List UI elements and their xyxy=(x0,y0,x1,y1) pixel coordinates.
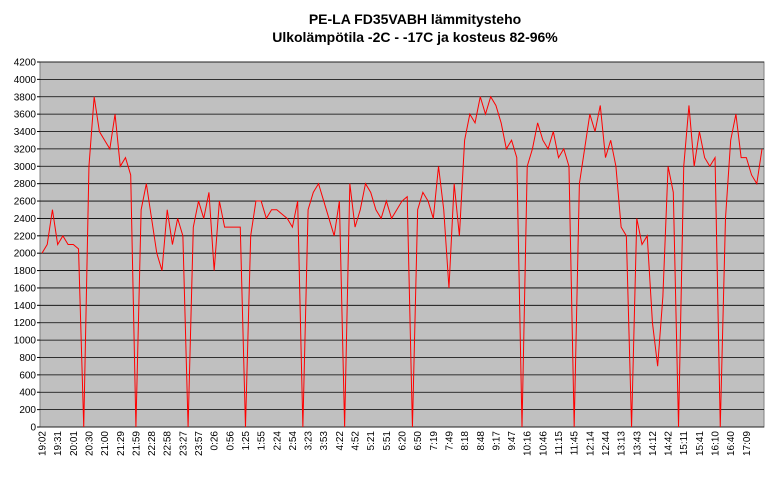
x-tick-label: 7:19 xyxy=(429,431,440,451)
x-tick-label: 12:44 xyxy=(601,431,612,456)
y-tick-label: 1400 xyxy=(14,301,37,312)
x-tick-label: 22:28 xyxy=(147,431,158,456)
x-tick-label: 19:31 xyxy=(53,431,64,456)
y-tick-label: 2400 xyxy=(14,214,37,225)
x-tick-label: 8:48 xyxy=(476,431,487,451)
y-tick-label: 3400 xyxy=(14,127,37,138)
x-tick-label: 2:54 xyxy=(288,431,299,451)
y-tick-label: 2600 xyxy=(14,197,37,208)
x-tick-label: 6:20 xyxy=(398,431,409,451)
x-tick-label: 15:11 xyxy=(679,431,690,456)
y-tick-label: 600 xyxy=(19,370,36,381)
x-tick-label: 8:18 xyxy=(460,431,471,451)
y-tick-label: 4200 xyxy=(14,58,37,69)
y-tick-label: 3200 xyxy=(14,144,37,155)
x-tick-label: 20:30 xyxy=(84,431,95,456)
y-tick-label: 2000 xyxy=(14,249,37,260)
x-tick-label: 13:43 xyxy=(632,431,643,456)
x-tick-label: 10:16 xyxy=(523,431,534,456)
y-tick-label: 3000 xyxy=(14,162,37,173)
x-tick-label: 3:53 xyxy=(319,431,330,451)
x-tick-label: 19:02 xyxy=(38,431,49,456)
x-tick-label: 5:51 xyxy=(382,431,393,451)
y-tick-label: 400 xyxy=(19,388,36,399)
x-tick-label: 15:41 xyxy=(695,431,706,456)
plot-area xyxy=(39,61,765,428)
x-tick-label: 21:59 xyxy=(131,431,142,456)
x-tick-label: 16:10 xyxy=(711,431,722,456)
x-tick-label: 4:52 xyxy=(351,431,362,451)
y-tick-label: 1000 xyxy=(14,336,37,347)
y-tick-label: 200 xyxy=(19,405,36,416)
x-tick-label: 11:15 xyxy=(554,431,565,456)
x-tick-label: 10:46 xyxy=(538,431,549,456)
x-tick-label: 21:00 xyxy=(100,431,111,456)
x-tick-label: 22:58 xyxy=(163,431,174,456)
y-tick-label: 3800 xyxy=(14,92,37,103)
x-tick-label: 4:22 xyxy=(335,431,346,451)
x-tick-label: 11:45 xyxy=(570,431,581,456)
x-tick-label: 23:57 xyxy=(194,431,205,456)
y-tick-label: 1800 xyxy=(14,266,37,277)
chart-title: PE-LA FD35VABH lämmitysteho xyxy=(309,11,521,27)
y-tick-label: 0 xyxy=(30,423,36,434)
y-tick-label: 1600 xyxy=(14,283,37,294)
y-tick-label: 2800 xyxy=(14,179,37,190)
y-tick-label: 4000 xyxy=(14,75,37,86)
x-tick-label: 9:47 xyxy=(507,431,518,451)
x-tick-label: 14:42 xyxy=(664,431,675,456)
x-tick-label: 9:17 xyxy=(491,431,502,451)
x-tick-label: 23:27 xyxy=(178,431,189,456)
x-tick-label: 5:21 xyxy=(366,431,377,451)
y-tick-label: 2200 xyxy=(14,231,37,242)
x-tick-label: 12:14 xyxy=(585,431,596,456)
y-tick-label: 800 xyxy=(19,353,36,364)
x-tick-label: 0:26 xyxy=(210,431,221,451)
x-tick-label: 16:40 xyxy=(726,431,737,456)
line xyxy=(41,95,763,428)
chart-subtitle: Ulkolämpötila -2C - -17C ja kosteus 82-9… xyxy=(272,29,558,45)
x-tick-label: 2:24 xyxy=(272,431,283,451)
x-tick-label: 14:12 xyxy=(648,431,659,456)
x-tick-label: 6:50 xyxy=(413,431,424,451)
x-tick-label: 21:29 xyxy=(116,431,127,456)
y-tick-label: 3600 xyxy=(14,110,37,121)
y-tick-label: 1200 xyxy=(14,318,37,329)
x-tick-label: 17:09 xyxy=(742,431,753,456)
x-tick-label: 3:23 xyxy=(304,431,315,451)
x-tick-label: 7:49 xyxy=(444,431,455,451)
x-tick-label: 20:01 xyxy=(69,431,80,456)
x-tick-label: 1:25 xyxy=(241,431,252,451)
x-tick-label: 1:55 xyxy=(257,431,268,451)
x-tick-label: 0:56 xyxy=(225,431,236,451)
x-tick-label: 13:13 xyxy=(617,431,628,456)
